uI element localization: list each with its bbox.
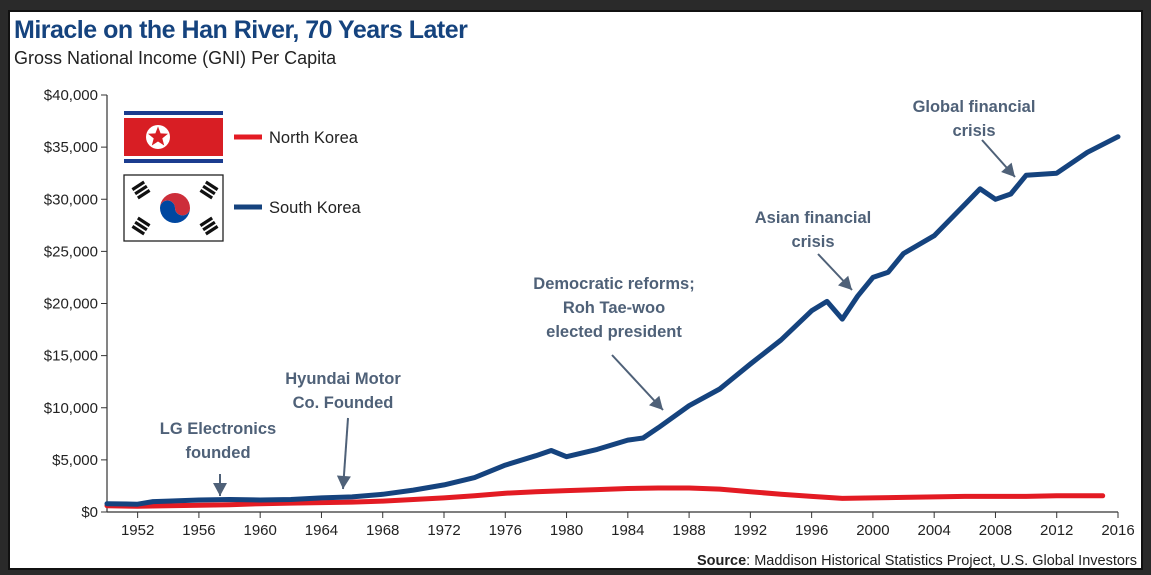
x-tick-label: 1980 (550, 522, 583, 539)
annotations: LG Electronics founded Hyundai Motor Co. Fo… (160, 98, 1036, 496)
x-tick-label: 1952 (121, 522, 154, 539)
arrowhead-icon (649, 395, 663, 410)
annotation-global: Global financial crisis (913, 98, 1036, 178)
annotation-text: crisis (952, 122, 995, 140)
legend-label-north-korea: North Korea (269, 129, 359, 147)
annotation-hyundai: Hyundai Motor Co. Founded (285, 370, 401, 490)
annotation-text: Hyundai Motor (285, 370, 401, 388)
annotation-asian: Asian financial crisis (755, 209, 871, 291)
y-tick-label: $25,000 (44, 243, 98, 260)
chart-subtitle: Gross National Income (GNI) Per Capita (14, 48, 337, 68)
axes: $0 $5,000 $10,000 $15,000 $20,000 $25,000 $30,… (44, 87, 1135, 539)
annotation-text: crisis (791, 233, 834, 251)
y-tick-label: $40,000 (44, 87, 98, 104)
x-tick-label: 2016 (1101, 522, 1134, 539)
x-tick-label: 2000 (856, 522, 889, 539)
x-tick-label: 1984 (611, 522, 644, 539)
y-tick-label: $0 (81, 504, 98, 521)
annotation-text: Co. Founded (293, 394, 394, 412)
x-tick-label: 2004 (917, 522, 950, 539)
x-tick-label: 1976 (489, 522, 522, 539)
x-tick-label: 1956 (182, 522, 215, 539)
annotation-text: Asian financial (755, 209, 871, 227)
y-tick-label: $20,000 (44, 296, 98, 313)
legend-label-south-korea: South Korea (269, 199, 362, 217)
annotation-text: Global financial (913, 98, 1036, 116)
y-tick-label: $15,000 (44, 348, 98, 365)
annotation-text: founded (185, 444, 250, 462)
legend: North Korea South Korea (123, 111, 362, 242)
x-tick-label: 1964 (305, 522, 338, 539)
arrowhead-icon (213, 483, 227, 496)
chart-title: Miracle on the Han River, 70 Years Later (14, 16, 468, 44)
annotation-lg: LG Electronics founded (160, 420, 276, 496)
south-korea-flag-icon (123, 174, 224, 242)
annotation-text: elected president (546, 323, 682, 341)
north-korea-flag-icon (124, 111, 223, 163)
x-tick-label: 1968 (366, 522, 399, 539)
source-label: Source (696, 553, 747, 569)
series-line-north-korea (104, 485, 1106, 509)
y-tick-label: $10,000 (44, 400, 98, 417)
source-note: Source: Maddison Historical Statistics P… (697, 553, 1137, 569)
x-tick-label: 2012 (1040, 522, 1073, 539)
x-tick-label: 1972 (427, 522, 460, 539)
x-tick-label: 1996 (795, 522, 828, 539)
x-tick-label: 1992 (734, 522, 767, 539)
annotation-democratic: Democratic reforms; Roh Tae-woo elected pr… (533, 275, 695, 411)
annotation-text: Roh Tae-woo (563, 299, 665, 317)
y-tick-label: $30,000 (44, 191, 98, 208)
source-text: : Maddison Historical Statistics Project… (746, 553, 1137, 569)
x-tick-label: 2008 (979, 522, 1012, 539)
series-line-south-korea (104, 134, 1121, 507)
arrowhead-icon (1001, 162, 1015, 177)
x-tick-label: 1988 (672, 522, 705, 539)
arrowhead-icon (838, 275, 852, 290)
y-tick-label: $35,000 (44, 139, 98, 156)
chart-frame (8, 10, 1143, 570)
y-tick-label: $5,000 (52, 452, 98, 469)
arrowhead-icon (336, 475, 351, 489)
series-lines (104, 134, 1121, 509)
annotation-text: LG Electronics (160, 420, 276, 438)
x-tick-label: 1960 (243, 522, 276, 539)
annotation-text: Democratic reforms; (533, 275, 694, 293)
